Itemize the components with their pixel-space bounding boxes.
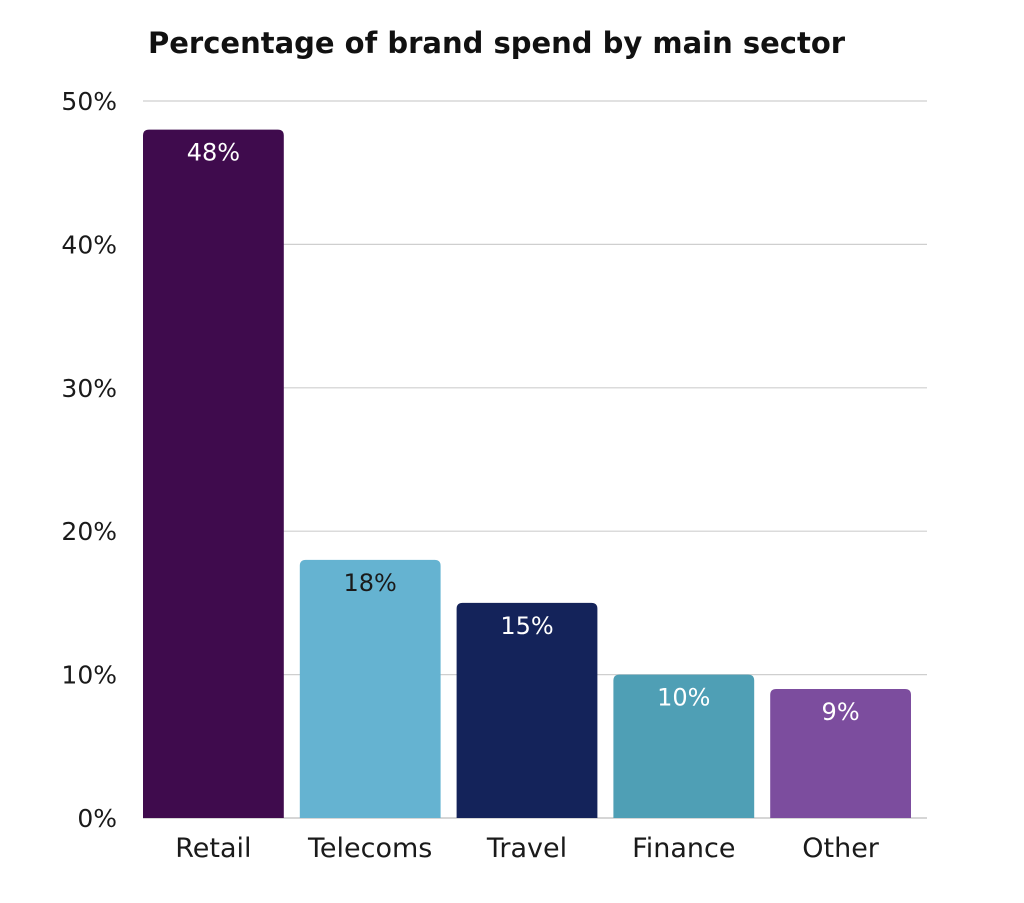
bars bbox=[143, 129, 911, 818]
y-tick-label: 40% bbox=[61, 230, 117, 259]
x-category-label: Travel bbox=[486, 833, 567, 864]
x-category-label: Telecoms bbox=[307, 833, 432, 864]
y-tick-label: 0% bbox=[77, 804, 117, 833]
chart-title: Percentage of brand spend by main sector bbox=[148, 26, 846, 60]
y-tick-label: 30% bbox=[61, 374, 117, 403]
x-category-label: Other bbox=[802, 833, 880, 864]
y-axis-tick-labels: 0% 10% 20% 30% 40% 50% bbox=[61, 87, 117, 833]
data-label: 10% bbox=[657, 684, 710, 712]
x-axis-category-labels: Retail Telecoms Travel Finance Other bbox=[175, 833, 880, 864]
data-label: 18% bbox=[344, 569, 397, 597]
bar-retail bbox=[143, 129, 284, 818]
bar-travel bbox=[456, 602, 598, 818]
bar-finance bbox=[613, 674, 755, 818]
data-label: 48% bbox=[187, 139, 240, 167]
y-tick-label: 10% bbox=[61, 661, 117, 690]
bar-other bbox=[770, 688, 911, 818]
bar-telecoms bbox=[299, 559, 441, 818]
data-label: 15% bbox=[500, 612, 553, 640]
data-label: 9% bbox=[822, 698, 860, 726]
x-category-label: Retail bbox=[175, 833, 251, 864]
x-category-label: Finance bbox=[632, 833, 735, 864]
y-tick-label: 50% bbox=[61, 87, 117, 116]
data-labels: 48% 18% 15% 10% 9% bbox=[187, 139, 860, 726]
y-tick-label: 20% bbox=[61, 517, 117, 546]
